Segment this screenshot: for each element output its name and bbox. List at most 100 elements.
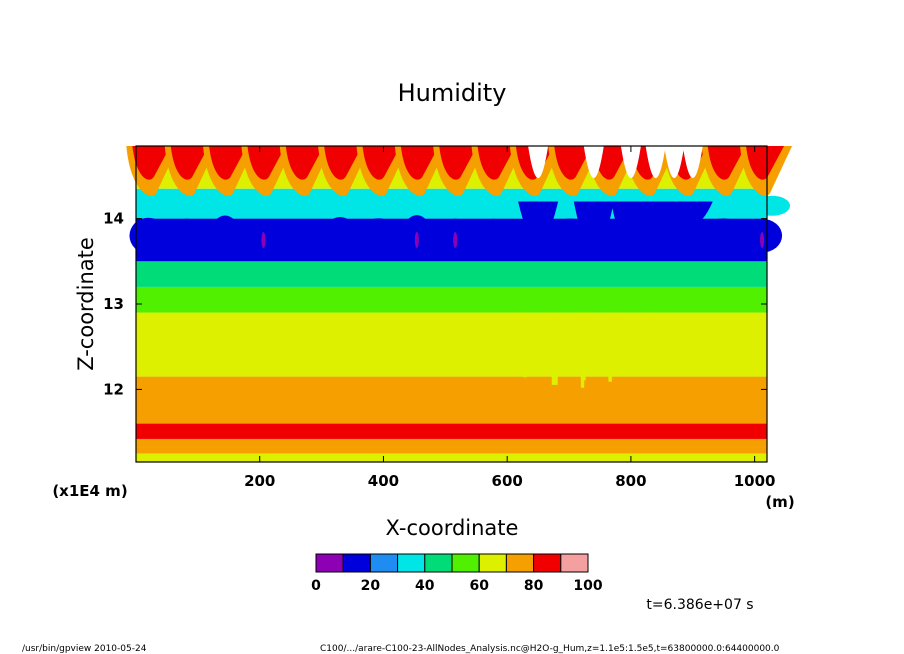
mixing-streak [619,312,624,357]
humidity-shoulder [140,195,177,216]
x-tick-label: 1000 [734,472,776,490]
x-axis-ticks: 200 400 600 800 1000 [244,146,776,490]
humidity-shoulder [178,195,215,216]
x-unit-label: (m) [765,493,794,511]
mixing-streak [580,312,586,381]
cloud-finger [209,146,248,180]
contour-band [136,438,767,448]
time-label: t=6.386e+07 s [646,597,753,613]
cloud-finger [362,146,401,180]
cloud-finger [132,146,171,180]
colorbar: 0 20 40 60 80 100 [311,553,603,594]
cloud-finger [170,146,209,180]
humidity-core [129,217,168,254]
colorbar-swatch [505,553,535,573]
humidity-shoulder [485,195,522,216]
plume [518,201,559,244]
contour-band [136,376,767,424]
contour-band [136,312,767,377]
colorbar-label: 100 [573,578,602,594]
cloud-finger [746,146,785,180]
humidity-shoulder [293,195,330,216]
colorbar-label: 20 [361,578,381,594]
contour-band [136,453,767,462]
plume [672,201,713,225]
footer-right: C100/.../arare-C100-23-AllNodes_Analysis… [320,644,780,654]
cloud-finger [707,146,746,180]
plume-top [620,146,641,179]
colorbar-label: 0 [311,578,321,594]
cloud-finger [324,146,363,180]
cloud-finger [477,146,516,180]
humidity-min [261,231,266,248]
y-scale-note: (x1E4 m) [52,482,127,500]
y-tick-label: 14 [103,210,124,228]
plot-area [126,145,793,463]
cloud-finger [247,146,286,180]
contour-band [136,261,767,287]
mixing-streak [522,312,528,378]
humidity-min [760,231,765,248]
humidity-shoulder [217,195,254,216]
contour-band [136,447,767,454]
humidity-core [358,218,399,254]
humidity-shoulder [715,195,752,216]
x-tick-label: 600 [492,472,523,490]
humidity-shoulder [255,195,292,216]
mixing-streak [575,312,582,368]
humidity-core [323,216,357,255]
plume-top [645,146,666,179]
colorbar-swatch [342,553,371,573]
cloud-finger [554,146,593,180]
plume-top [664,146,685,179]
colorbar-swatch [424,553,453,573]
humidity-core [170,218,204,253]
humidity-min [453,231,458,248]
humidity-core [477,218,510,253]
contour-band [136,286,767,313]
x-tick-label: 200 [244,472,275,490]
mixing-streak [556,312,563,361]
humidity-shoulder [408,195,445,216]
colorbar-swatch [369,553,399,573]
colorbar-swatch [451,553,480,573]
contour-features [126,146,793,388]
mixing-streak [520,312,525,370]
x-tick-label: 800 [615,472,646,490]
plume-top [528,146,549,179]
humidity-shoulder [447,195,484,216]
colorbar-swatch [560,553,589,573]
colorbar-label: 60 [469,578,489,594]
colorbar-swatch [478,553,507,573]
mixing-streak [621,312,627,371]
mixing-streak [587,312,592,361]
plume-top [583,146,604,179]
humidity-shoulder [370,195,407,216]
colorbar-label: 80 [524,578,544,594]
contour-band [136,423,767,439]
humidity-core [210,215,240,256]
footer-left: /usr/bin/gpview 2010-05-24 [22,644,147,654]
mixing-streak [548,312,554,366]
y-axis-ticks: 12 13 14 [103,210,767,398]
colorbar-swatch [315,553,344,573]
mixing-streak [608,312,612,382]
colorbar-swatch [533,553,562,573]
plume [573,201,614,253]
mixing-streak [651,312,659,361]
humidity-shoulder [754,195,791,216]
x-tick-label: 400 [368,472,399,490]
x-axis-label: X-coordinate [386,516,519,540]
humidity-min [414,231,419,248]
y-tick-label: 13 [103,295,124,313]
humidity-core [700,218,747,253]
y-axis-label: Z-coordinate [74,237,98,371]
plume-top [682,146,703,179]
mixing-streak [551,312,558,385]
humidity-core [281,221,323,251]
colorbar-label: 40 [415,578,435,594]
cloud-finger [439,146,478,180]
colorbar-swatch [397,553,426,573]
humidity-shoulder [332,195,369,216]
